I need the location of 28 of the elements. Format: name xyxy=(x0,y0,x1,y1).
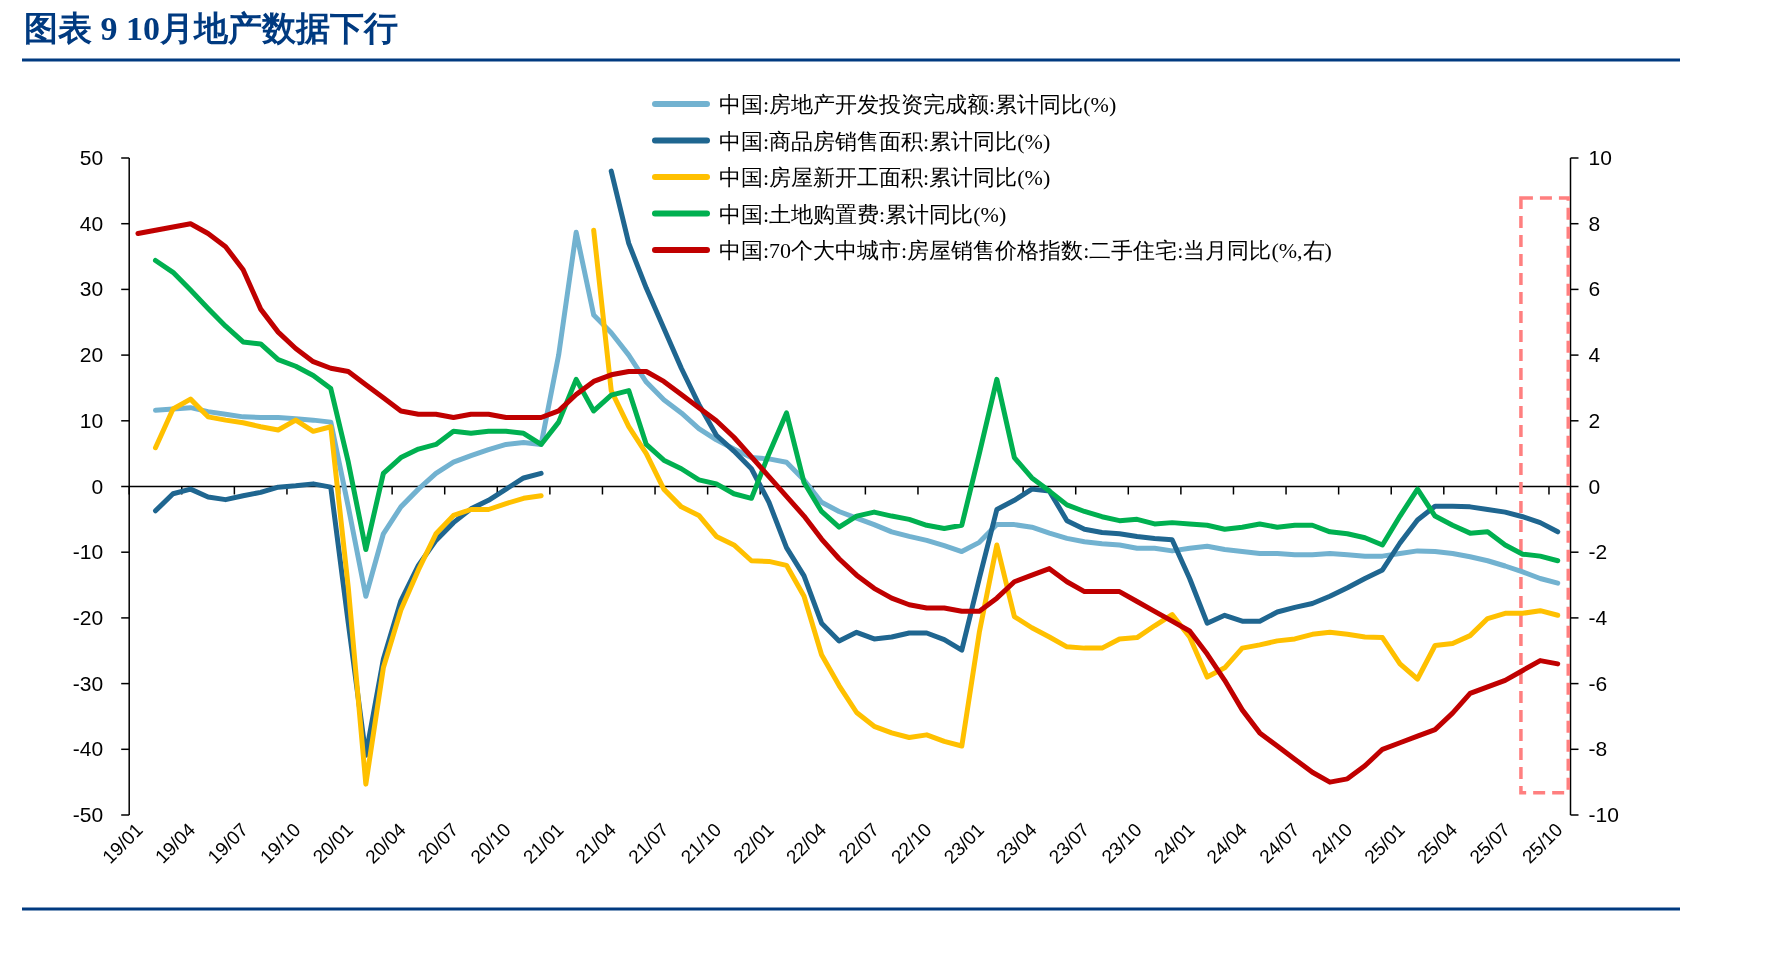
y-tick-label: -20 xyxy=(72,605,104,629)
y2-tick-label: -10 xyxy=(1588,803,1619,826)
y-tick-label: -50 xyxy=(72,803,104,826)
y2-tick-label: -4 xyxy=(1588,605,1608,629)
y-tick-label: 20 xyxy=(79,343,104,367)
y2-tick-label: 0 xyxy=(1588,474,1601,498)
y-tick-label: -10 xyxy=(72,540,104,564)
chart-title: 图表 9 10月地产数据下行 xyxy=(24,10,398,47)
y-tick-label: 10 xyxy=(79,408,104,432)
y-tick-label: 0 xyxy=(91,474,104,498)
legend-label: 中国:房屋新开工面积:累计同比(%) xyxy=(719,165,1051,190)
legend-label: 中国:土地购置费:累计同比(%) xyxy=(719,201,1007,227)
legend-label: 中国:房地产开发投资完成额:累计同比(%) xyxy=(719,92,1117,117)
y2-tick-label: -2 xyxy=(1588,540,1608,564)
y2-tick-label: 10 xyxy=(1588,146,1612,169)
y-tick-label: -40 xyxy=(72,737,104,761)
y-tick-label: -30 xyxy=(72,671,104,695)
y2-tick-label: 8 xyxy=(1588,211,1601,235)
y2-tick-label: 4 xyxy=(1588,343,1601,367)
y-tick-label: 40 xyxy=(79,211,104,235)
legend-label: 中国:商品房销售面积:累计同比(%) xyxy=(719,128,1051,154)
legend-label: 中国:70个大中城市:房屋销售价格指数:二手住宅:当月同比(%,右) xyxy=(719,238,1332,263)
y2-tick-label: -6 xyxy=(1588,671,1608,695)
y-tick-label: 50 xyxy=(79,146,104,169)
y-tick-label: 30 xyxy=(79,277,104,301)
y2-tick-label: 6 xyxy=(1588,277,1601,301)
y2-tick-label: -8 xyxy=(1588,737,1608,761)
y2-tick-label: 2 xyxy=(1588,408,1601,432)
